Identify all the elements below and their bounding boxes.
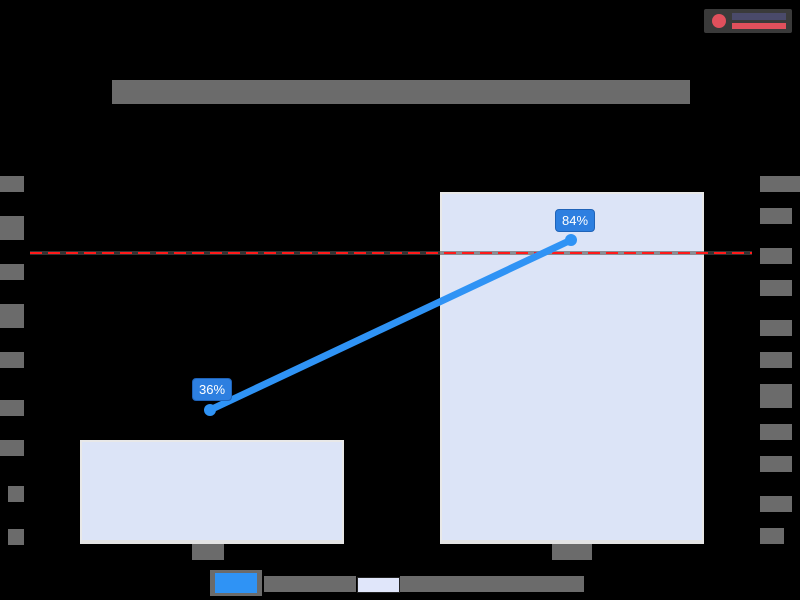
logo-text-bottom [732, 23, 786, 29]
left-tick-label [8, 486, 24, 502]
data-point-2 [565, 234, 577, 246]
data-point-1 [204, 404, 216, 416]
left-tick-label [0, 352, 24, 368]
right-tick-label [760, 176, 800, 192]
logo [704, 9, 792, 33]
left-tick-label [0, 264, 24, 280]
right-tick-label [760, 352, 792, 368]
x-tick-label-1 [192, 544, 224, 560]
left-tick-label [0, 176, 24, 192]
right-tick-label [760, 280, 792, 296]
right-tick-label [760, 208, 792, 224]
bar-category-2[interactable] [440, 192, 704, 544]
right-tick-label [760, 424, 792, 440]
left-tick-label [0, 304, 24, 328]
legend-label-line [264, 576, 356, 592]
data-label-2: 84% [555, 209, 596, 232]
legend-swatch-bar[interactable] [357, 577, 400, 593]
legend-label-bar [400, 576, 584, 592]
left-tick-label [8, 529, 24, 545]
left-tick-label [0, 400, 24, 416]
chart-title [112, 80, 690, 104]
right-tick-label [760, 384, 792, 408]
right-tick-label [760, 528, 784, 544]
right-tick-label [760, 320, 792, 336]
left-tick-label [0, 440, 24, 456]
bar-category-1[interactable] [80, 440, 344, 544]
logo-icon [712, 14, 726, 28]
data-line [206, 236, 575, 414]
data-label-1: 36% [192, 378, 233, 401]
right-tick-label [760, 496, 792, 512]
left-tick-label [0, 216, 24, 240]
logo-text-top [732, 13, 786, 20]
right-tick-label [760, 456, 792, 472]
x-tick-label-2 [552, 544, 592, 560]
right-tick-label [760, 248, 792, 264]
legend-swatch-line[interactable] [210, 570, 262, 596]
